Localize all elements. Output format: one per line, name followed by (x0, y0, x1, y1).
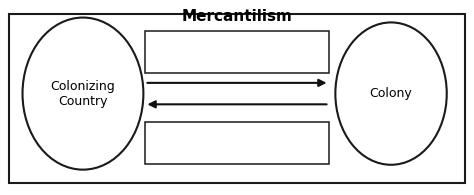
Bar (145, 122, 329, 164)
Bar (145, 31, 329, 73)
Text: Colonizing
Country: Colonizing Country (51, 80, 115, 108)
Text: Mercantilism: Mercantilism (182, 9, 292, 24)
Ellipse shape (335, 22, 447, 165)
Ellipse shape (22, 18, 143, 170)
Text: Colony: Colony (370, 87, 412, 100)
Bar (9, 14, 465, 183)
